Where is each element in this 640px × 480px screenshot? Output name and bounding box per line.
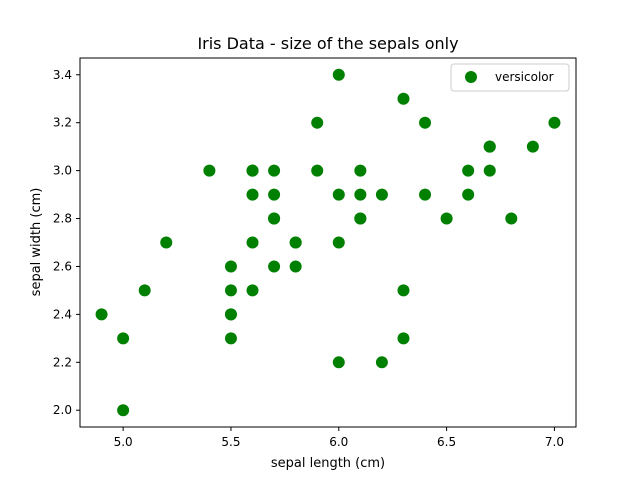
data-point bbox=[505, 212, 518, 225]
legend-marker-versicolor bbox=[465, 71, 477, 83]
data-point bbox=[246, 284, 259, 297]
data-point bbox=[117, 404, 130, 417]
y-tick-label: 2.8 bbox=[53, 212, 72, 226]
data-point bbox=[117, 332, 130, 345]
data-point bbox=[332, 68, 345, 81]
data-point bbox=[419, 188, 432, 201]
data-point bbox=[354, 188, 367, 201]
data-point bbox=[289, 236, 302, 249]
x-tick-label: 7.0 bbox=[545, 435, 564, 449]
y-tick-label: 2.2 bbox=[53, 355, 72, 369]
y-axis: 2.0 2.2 2.4 2.6 2.8 3.0 3.2 3.4 bbox=[53, 68, 80, 417]
y-tick-label: 3.2 bbox=[53, 116, 72, 130]
data-point bbox=[332, 236, 345, 249]
x-axis-label: sepal length (cm) bbox=[271, 456, 385, 471]
data-point bbox=[268, 164, 281, 177]
data-point bbox=[224, 260, 237, 273]
data-point bbox=[332, 188, 345, 201]
data-point bbox=[440, 212, 453, 225]
data-point bbox=[354, 164, 367, 177]
x-tick-label: 5.5 bbox=[221, 435, 240, 449]
data-point bbox=[419, 116, 432, 129]
chart-title: Iris Data - size of the sepals only bbox=[197, 34, 458, 53]
data-point bbox=[332, 356, 345, 369]
data-point bbox=[397, 284, 410, 297]
data-point bbox=[526, 140, 539, 153]
data-point bbox=[224, 308, 237, 321]
x-axis: 5.0 5.5 6.0 6.5 7.0 bbox=[114, 427, 564, 449]
plot-frame bbox=[79, 57, 577, 428]
y-tick-label: 3.4 bbox=[53, 68, 72, 82]
data-point bbox=[375, 188, 388, 201]
points-layer bbox=[95, 68, 561, 417]
data-point bbox=[224, 332, 237, 345]
data-point bbox=[268, 188, 281, 201]
data-point bbox=[246, 164, 259, 177]
data-point bbox=[95, 308, 108, 321]
data-point bbox=[462, 164, 475, 177]
data-point bbox=[462, 188, 475, 201]
data-point bbox=[203, 164, 216, 177]
data-point bbox=[224, 284, 237, 297]
data-point bbox=[354, 212, 367, 225]
data-point bbox=[268, 212, 281, 225]
data-point bbox=[483, 164, 496, 177]
x-tick-label: 6.5 bbox=[437, 435, 456, 449]
data-point bbox=[268, 260, 281, 273]
data-point bbox=[138, 284, 151, 297]
legend-box bbox=[450, 63, 570, 92]
data-point bbox=[246, 236, 259, 249]
data-point bbox=[397, 92, 410, 105]
data-point bbox=[548, 116, 561, 129]
data-point bbox=[311, 164, 324, 177]
x-tick-label: 5.0 bbox=[114, 435, 133, 449]
data-point bbox=[483, 140, 496, 153]
data-point bbox=[311, 116, 324, 129]
legend: versicolor bbox=[450, 63, 570, 92]
data-point bbox=[289, 260, 302, 273]
data-point bbox=[397, 332, 410, 345]
data-point bbox=[246, 188, 259, 201]
data-point bbox=[160, 236, 173, 249]
y-axis-label: sepal width (cm) bbox=[29, 188, 44, 297]
data-point bbox=[375, 356, 388, 369]
y-tick-label: 3.0 bbox=[53, 164, 72, 178]
y-tick-label: 2.6 bbox=[53, 259, 72, 273]
x-tick-label: 6.0 bbox=[329, 435, 348, 449]
legend-label-versicolor: versicolor bbox=[495, 70, 554, 84]
y-tick-label: 2.4 bbox=[53, 307, 72, 321]
y-tick-label: 2.0 bbox=[53, 403, 72, 417]
